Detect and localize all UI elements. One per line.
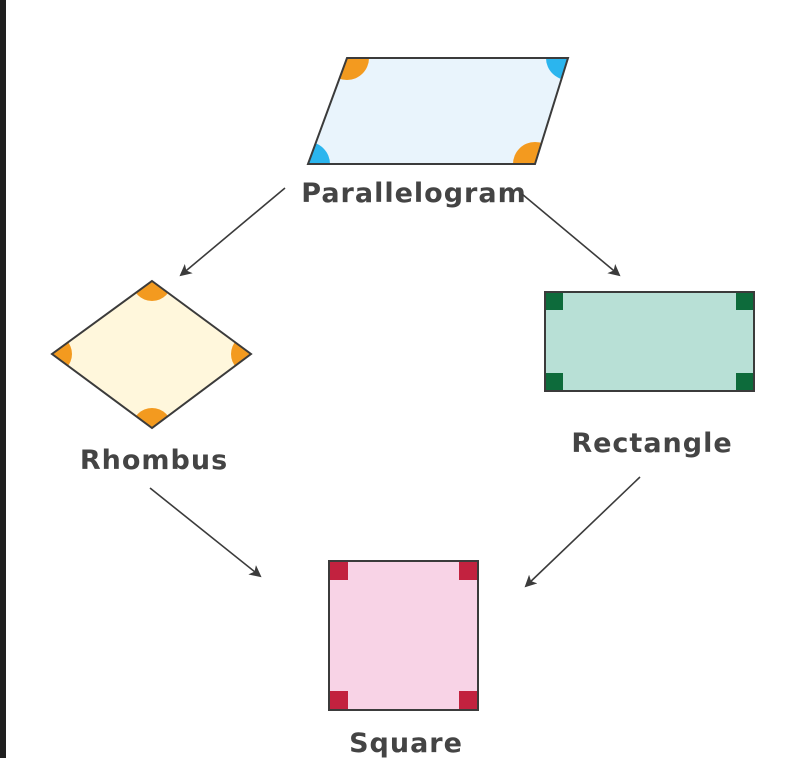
rectangle-fill bbox=[545, 292, 754, 391]
rhombus-label: Rhombus bbox=[80, 445, 228, 476]
arrow-rectangle-to-square bbox=[524, 476, 641, 588]
quadrilateral-hierarchy-diagram: Parallelogram Rhombus bbox=[50, 57, 755, 758]
acute-angle-marker bbox=[308, 142, 330, 164]
right-angle-marker bbox=[459, 691, 478, 710]
right-angle-marker bbox=[545, 292, 563, 310]
acute-angle-marker bbox=[546, 58, 568, 80]
parallelogram-outline bbox=[306, 57, 570, 165]
parallelogram-label: Parallelogram bbox=[301, 178, 526, 209]
diagram-canvas: Parallelogram Rhombus bbox=[6, 0, 791, 758]
rectangle-label: Rectangle bbox=[571, 428, 732, 459]
right-angle-marker bbox=[736, 373, 754, 391]
rhombus-shape bbox=[50, 279, 253, 430]
parallelogram-fill bbox=[308, 58, 568, 164]
parallelogram-shape bbox=[306, 57, 570, 165]
rectangle-shape bbox=[544, 291, 755, 392]
rectangle-outline bbox=[544, 291, 755, 392]
square-shape bbox=[328, 560, 479, 711]
right-angle-marker bbox=[329, 691, 348, 710]
right-angle-marker bbox=[329, 561, 348, 580]
right-angle-marker bbox=[459, 561, 478, 580]
right-angle-marker bbox=[545, 373, 563, 391]
arrow-parallelogram-to-rhombus bbox=[179, 187, 286, 277]
rhombus-outline bbox=[50, 279, 253, 430]
square-label: Square bbox=[349, 728, 463, 758]
rhombus-fill bbox=[52, 281, 251, 428]
arrow-parallelogram-to-rectangle bbox=[521, 193, 621, 277]
angle-marker bbox=[132, 408, 172, 428]
square-fill bbox=[329, 561, 478, 710]
right-angle-marker bbox=[736, 292, 754, 310]
square-outline bbox=[328, 560, 479, 711]
arrow-rhombus-to-square bbox=[149, 487, 262, 578]
angle-marker bbox=[132, 281, 172, 301]
